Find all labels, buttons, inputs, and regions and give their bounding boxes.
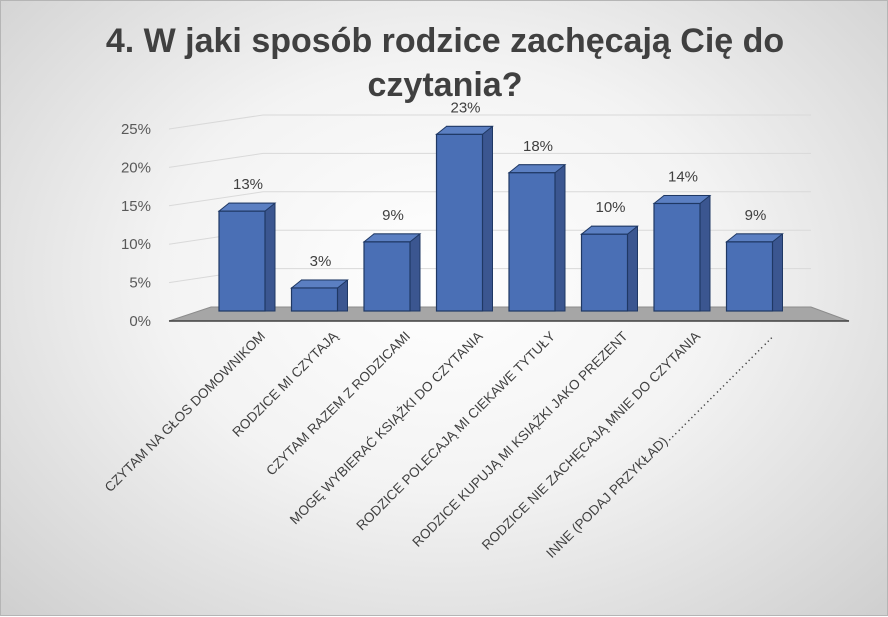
bar-top [725,233,784,243]
bar-top [290,279,349,289]
data-label: 23% [450,99,480,116]
data-label: 14% [668,168,698,185]
data-label: 18% [523,138,553,155]
bar-top [652,194,712,204]
y-tick-label: 20% [121,159,151,176]
bar [725,241,774,312]
y-tick-label: 25% [121,121,151,138]
bar [290,287,339,312]
bar [580,233,629,312]
bar-top [362,233,422,243]
bar [435,133,484,312]
chart-title: 4. W jaki sposób rodzice zachęcają Cię d… [1,19,888,107]
gridline [168,114,811,130]
gridline [168,191,811,207]
bar [363,241,411,312]
data-label: 10% [595,199,625,216]
chart-title-line-1: 4. W jaki sposób rodzice zachęcają Cię d… [105,22,785,60]
data-label: 3% [310,253,332,270]
bar-top [580,225,639,235]
y-tick-label: 0% [129,313,151,330]
y-tick-label: 5% [129,275,151,292]
data-label: 9% [382,207,404,224]
y-tick-label: 15% [121,198,151,215]
bar-top [217,202,277,212]
bar-top [507,164,567,174]
chart-title-line-2: czytania? [367,66,523,104]
y-tick-label: 10% [121,236,151,253]
x-tick-label: CZYTAM RAZEM Z RODZICAMI [263,329,413,479]
data-label: 9% [745,207,767,224]
bar [653,202,701,312]
bar-top [435,125,494,135]
x-tick-label: CZYTAM NA GŁOS DOMOWNIKOM [102,329,268,495]
data-label: 13% [233,176,263,193]
gridline [168,152,811,168]
bar [508,172,556,312]
bar [218,210,266,312]
